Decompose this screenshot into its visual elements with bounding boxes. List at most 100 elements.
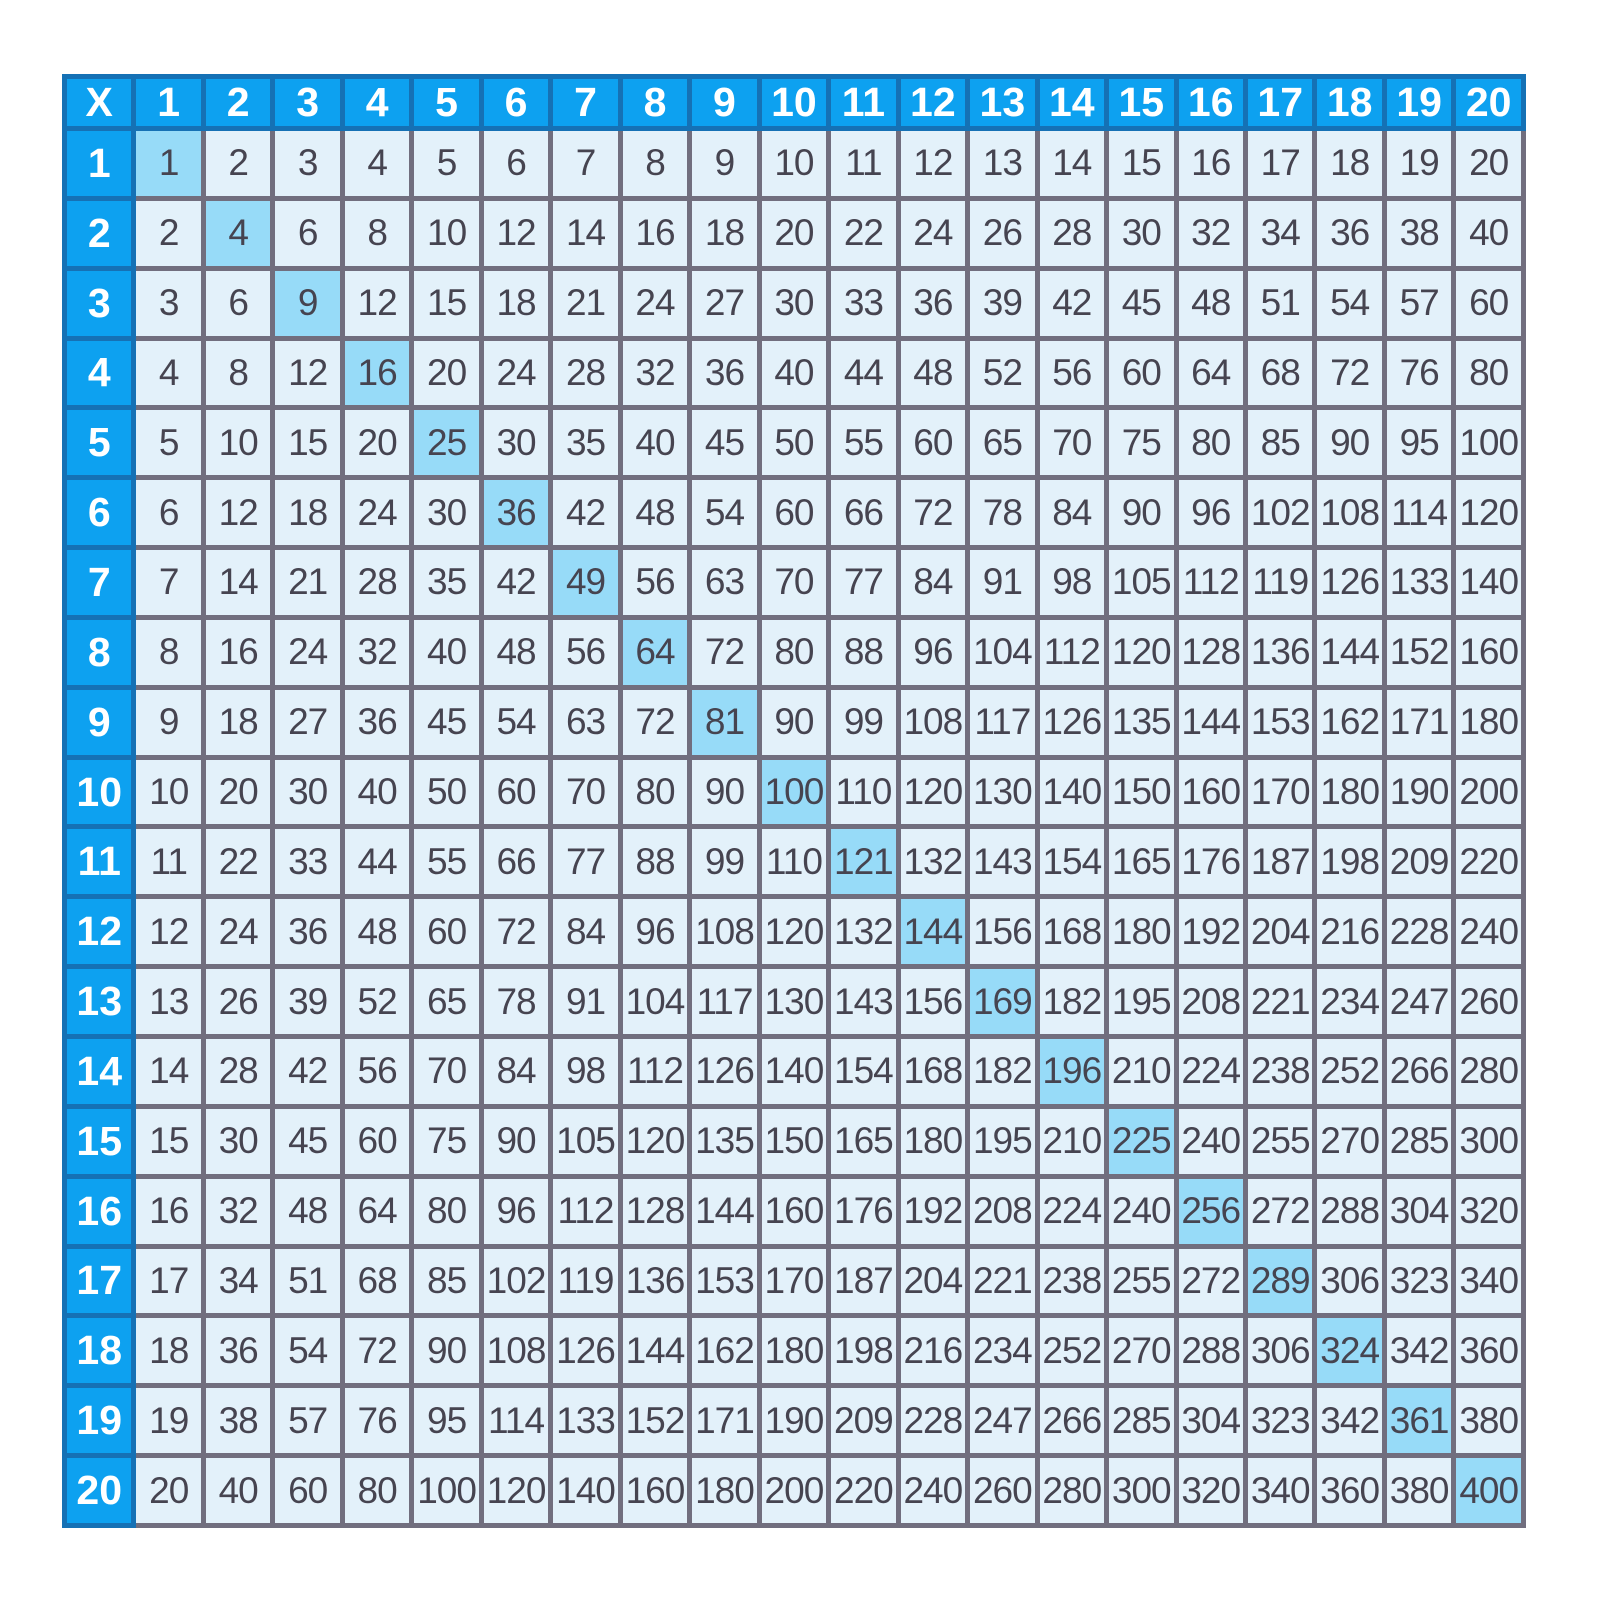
table-cell: 143 <box>965 824 1040 900</box>
table-cell: 120 <box>1451 475 1526 551</box>
table-cell: 304 <box>1173 1383 1248 1459</box>
table-cell: 91 <box>965 545 1040 620</box>
table-cell: 198 <box>1312 824 1387 900</box>
table-cell: 380 <box>1381 1453 1457 1528</box>
table-cell: 85 <box>409 1243 484 1319</box>
table-cell: 165 <box>1104 824 1179 900</box>
column-header: 14 <box>1034 74 1110 131</box>
table-cell: 300 <box>1104 1453 1179 1528</box>
table-cell: 40 <box>756 335 832 411</box>
table-cell: 180 <box>756 1313 832 1389</box>
table-cell: 24 <box>200 894 276 970</box>
table-cell: 35 <box>548 405 623 481</box>
table-cell: 204 <box>1242 894 1318 970</box>
table-cell: 50 <box>756 405 832 481</box>
table-cell: 256 <box>1173 1173 1248 1249</box>
table-cell: 176 <box>1173 824 1248 900</box>
table-cell: 252 <box>1034 1313 1110 1389</box>
column-header: 20 <box>1451 74 1526 131</box>
table-cell: 36 <box>687 335 762 411</box>
table-cell: 96 <box>1173 475 1248 551</box>
table-cell: 140 <box>1034 754 1110 830</box>
table-cell: 120 <box>756 894 832 970</box>
table-cell: 120 <box>1104 614 1179 690</box>
table-cell: 40 <box>339 754 415 830</box>
table-cell: 192 <box>1173 894 1248 970</box>
table-cell: 26 <box>965 195 1040 271</box>
table-cell: 84 <box>895 545 971 620</box>
table-cell: 72 <box>687 614 762 690</box>
table-cell: 68 <box>339 1243 415 1319</box>
table-cell: 252 <box>1312 1033 1387 1109</box>
table-cell: 3 <box>270 126 345 201</box>
table-cell: 6 <box>200 265 276 341</box>
table-cell: 136 <box>1242 614 1318 690</box>
table-cell: 240 <box>1451 894 1526 970</box>
table-cell: 26 <box>200 964 276 1039</box>
table-cell: 17 <box>131 1243 206 1319</box>
row-header: 19 <box>61 1383 137 1459</box>
table-cell: 154 <box>826 1033 901 1109</box>
row-header: 10 <box>61 754 137 830</box>
row-header: 6 <box>61 475 137 551</box>
row-header: 16 <box>61 1173 137 1249</box>
table-row: 3 3 6 9 12 15 18 21 24 27 30 33 36 39 42 45 48 51 54 57 60 <box>61 265 1526 341</box>
table-cell: 18 <box>131 1313 206 1389</box>
table-cell: 63 <box>687 545 762 620</box>
table-row: 18 18 36 54 72 90 108 126 144 162 180 198 216 234 252 2… <box>61 1313 1526 1389</box>
table-cell: 51 <box>270 1243 345 1319</box>
table-cell: 64 <box>617 614 693 690</box>
row-header: 13 <box>61 964 137 1039</box>
table-cell: 120 <box>617 1103 693 1179</box>
table-cell: 156 <box>895 964 971 1039</box>
table-cell: 72 <box>617 684 693 760</box>
table-cell: 126 <box>1034 684 1110 760</box>
column-header: 19 <box>1381 74 1457 131</box>
table-cell: 39 <box>270 964 345 1039</box>
table-cell: 170 <box>1242 754 1318 830</box>
table-cell: 72 <box>339 1313 415 1389</box>
table-cell: 255 <box>1242 1103 1318 1179</box>
table-cell: 15 <box>409 265 484 341</box>
table-cell: 21 <box>548 265 623 341</box>
table-cell: 56 <box>548 614 623 690</box>
table-cell: 300 <box>1451 1103 1526 1179</box>
table-cell: 187 <box>826 1243 901 1319</box>
table-cell: 130 <box>965 754 1040 830</box>
table-cell: 121 <box>826 824 901 900</box>
table-cell: 323 <box>1381 1243 1457 1319</box>
table-cell: 40 <box>1451 195 1526 271</box>
table-cell: 91 <box>548 964 623 1039</box>
table-cell: 12 <box>895 126 971 201</box>
table-cell: 196 <box>1034 1033 1110 1109</box>
table-row: 12 12 24 36 48 60 72 84 96 108 120 132 144 156 168 180 1… <box>61 894 1526 970</box>
table-cell: 45 <box>270 1103 345 1179</box>
column-header: 6 <box>478 74 554 131</box>
table-cell: 100 <box>756 754 832 830</box>
table-cell: 150 <box>756 1103 832 1179</box>
table-cell: 40 <box>617 405 693 481</box>
table-cell: 117 <box>965 684 1040 760</box>
table-cell: 132 <box>895 824 971 900</box>
table-cell: 32 <box>617 335 693 411</box>
table-cell: 234 <box>965 1313 1040 1389</box>
table-cell: 216 <box>895 1313 971 1389</box>
table-cell: 19 <box>1381 126 1457 201</box>
table-cell: 240 <box>895 1453 971 1528</box>
table-cell: 56 <box>1034 335 1110 411</box>
table-cell: 20 <box>339 405 415 481</box>
table-cell: 150 <box>1104 754 1179 830</box>
table-cell: 45 <box>687 405 762 481</box>
table-cell: 70 <box>1034 405 1110 481</box>
table-cell: 10 <box>756 126 832 201</box>
table-cell: 22 <box>826 195 901 271</box>
table-cell: 228 <box>895 1383 971 1459</box>
table-row: 5 5 10 15 20 25 30 35 40 45 50 55 60 65 70 75 80 85 90 95 10… <box>61 405 1526 481</box>
table-cell: 36 <box>1312 195 1387 271</box>
table-cell: 182 <box>965 1033 1040 1109</box>
table-cell: 64 <box>1173 335 1248 411</box>
table-cell: 11 <box>131 824 206 900</box>
table-cell: 162 <box>687 1313 762 1389</box>
table-row: 20 20 40 60 80 100 120 140 160 180 200 220 240 260 280… <box>61 1453 1526 1528</box>
table-cell: 48 <box>617 475 693 551</box>
